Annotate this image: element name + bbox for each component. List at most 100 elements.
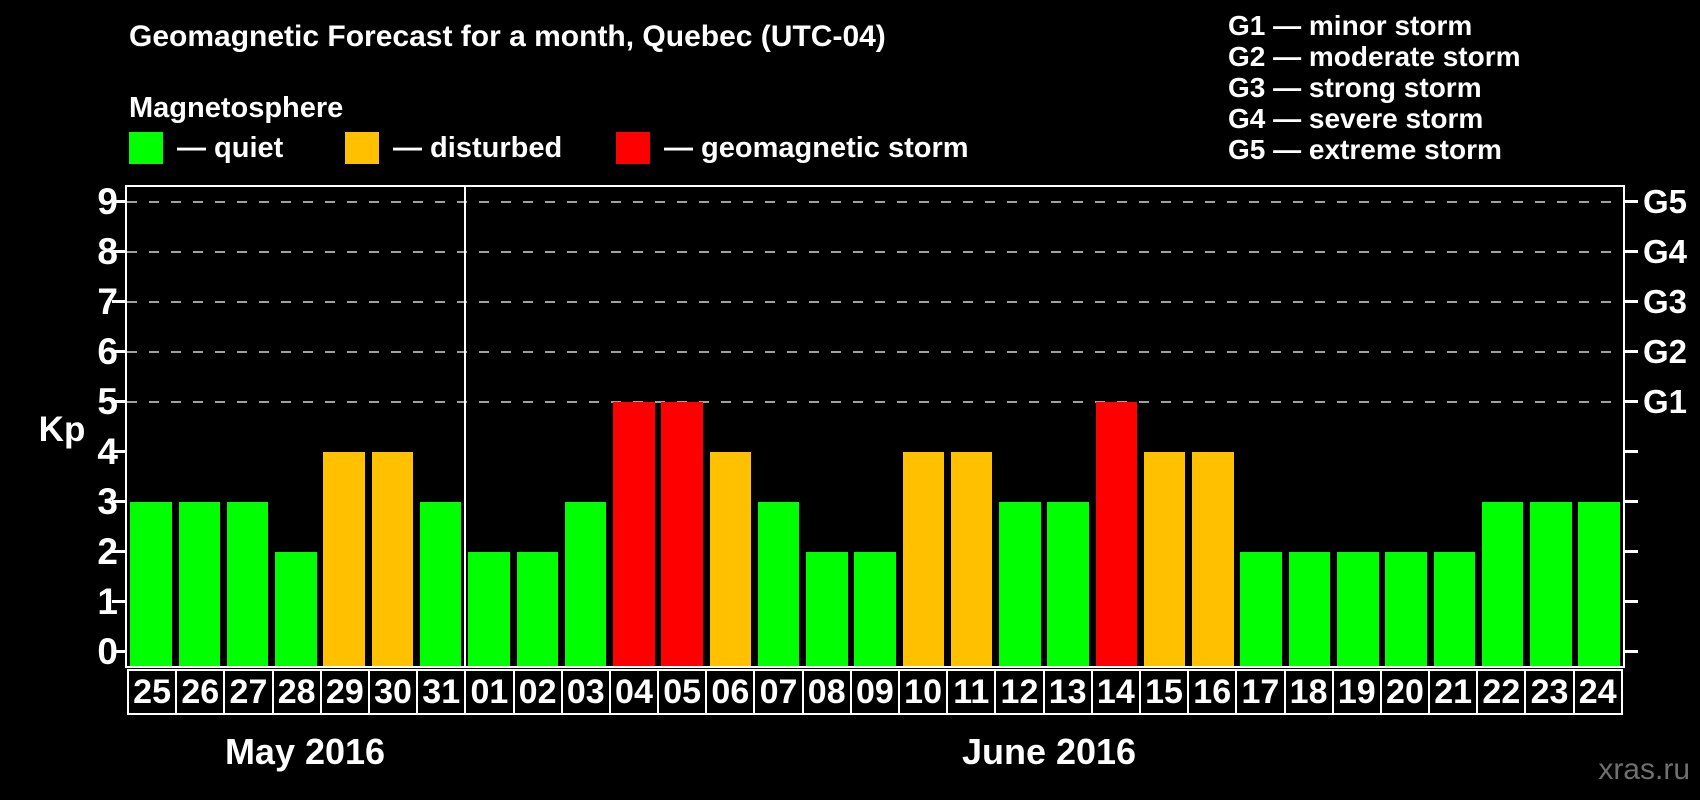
date-box-04: 04 [608,669,660,715]
storm-scale-line: G4 — severe storm [1228,103,1484,134]
bar-slot-25 [127,187,175,666]
bar-day-30 [371,452,414,666]
y-tick-label-5: 5 [97,381,118,422]
left-tick-8 [112,250,126,253]
date-box-12: 12 [994,669,1045,715]
legend-label: — geomagnetic storm [664,131,969,164]
y-tick-label-0: 0 [97,631,118,672]
left-tick-9 [112,200,126,203]
bar-day-20 [1385,552,1427,666]
bar-slot-10 [899,187,947,666]
legend-item-quiet: — quiet [129,131,283,165]
bar-day-04 [613,402,655,666]
right-tick-8 [1624,250,1638,253]
bar-slot-19 [1334,187,1382,666]
legend-label: — disturbed [393,131,563,164]
gridline-kp7 [127,301,1623,303]
bar-slot-09 [851,187,899,666]
y-tick-label-8: 8 [97,231,118,272]
date-box-26: 26 [175,669,226,715]
date-box-05: 05 [657,669,708,715]
left-tick-7 [112,300,126,303]
bar-day-18 [1288,552,1331,666]
date-box-30: 30 [367,669,419,715]
left-tick-5 [112,400,126,403]
y-axis-title: Kp [38,410,86,449]
bar-day-05 [661,402,703,666]
bar-slot-28 [272,187,320,666]
bar-slot-29 [320,187,368,666]
bar-day-19 [1337,552,1379,666]
left-tick-1 [112,600,126,603]
bar-day-12 [999,502,1041,666]
month-label-june: June 2016 [961,731,1137,772]
right-tick-3 [1624,500,1638,503]
date-box-21: 21 [1428,669,1479,715]
bar-day-23 [1530,502,1572,666]
date-box-02: 02 [512,669,563,715]
date-box-14: 14 [1090,669,1141,715]
right-tick-6 [1624,350,1638,353]
date-box-10: 10 [898,669,949,715]
bar-slot-14 [1092,187,1140,666]
y-tick-label-7: 7 [97,281,118,322]
date-axis: 25 26 27 28 29 30 31 01 02 03 04 05 06 07 08 09 10 11 12 13… [127,669,1623,715]
bar-day-27 [226,502,269,666]
date-box-01: 01 [464,669,515,715]
bar-day-02 [516,552,558,666]
bar-day-13 [1047,502,1089,666]
date-box-22: 22 [1476,669,1527,715]
date-box-16: 16 [1187,669,1238,715]
right-tick-9 [1624,200,1638,203]
bar-day-09 [854,552,896,666]
right-axis-label-G2: G2 [1643,333,1688,370]
bar-day-28 [275,552,317,666]
bar-day-21 [1433,552,1476,666]
storm-scale-line: G2 — moderate storm [1228,41,1521,72]
bar-slot-21 [1430,187,1478,666]
bar-slot-16 [1189,187,1237,666]
date-box-23: 23 [1524,669,1575,715]
plot-area [125,185,1625,668]
left-tick-6 [112,350,126,353]
bar-slot-12 [996,187,1044,666]
left-tick-3 [112,500,126,503]
gridline-kp8 [127,251,1623,253]
date-box-31: 31 [416,669,467,715]
bar-slot-05 [658,187,706,666]
date-box-11: 11 [946,669,997,715]
date-box-09: 09 [849,669,900,715]
storm-scale-legend: G1 — minor storm G2 — moderate storm G3 … [1228,10,1521,165]
disturbed-swatch-icon [345,132,379,164]
bar-slot-04 [610,187,658,666]
bar-day-14 [1095,402,1138,666]
date-box-17: 17 [1235,669,1286,715]
bar-slot-07 [754,187,802,666]
right-tick-4 [1624,450,1638,453]
right-tick-1 [1624,600,1638,603]
y-tick-label-6: 6 [97,331,118,372]
storm-scale-line: G5 — extreme storm [1228,134,1502,165]
bar-day-16 [1192,452,1234,666]
bar-day-01 [468,552,510,666]
bar-slot-26 [175,187,223,666]
left-tick-0 [112,650,126,653]
bar-slot-11 [948,187,996,666]
date-box-13: 13 [1042,669,1093,715]
date-box-18: 18 [1283,669,1334,715]
date-box-15: 15 [1138,669,1190,715]
bar-day-31 [419,502,462,666]
y-tick-label-1: 1 [97,581,118,622]
bar-day-29 [323,452,365,666]
bar-slot-30 [368,187,416,666]
right-tick-0 [1624,650,1638,653]
bar-slot-08 [803,187,851,666]
bar-slot-31 [417,187,465,666]
left-tick-4 [112,450,126,453]
storm-scale-line: G3 — strong storm [1228,72,1482,103]
right-tick-7 [1624,300,1638,303]
right-tick-2 [1624,550,1638,553]
right-axis-label-G4: G4 [1643,233,1688,270]
date-box-27: 27 [223,669,274,715]
